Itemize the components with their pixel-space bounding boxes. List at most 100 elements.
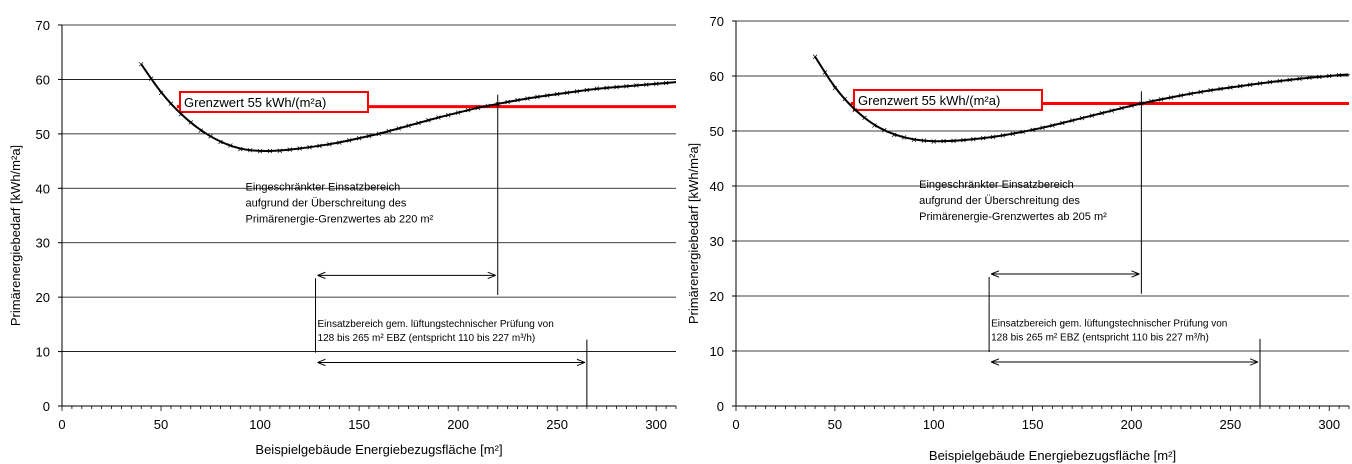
data-point <box>1168 95 1174 100</box>
data-point <box>1010 131 1016 136</box>
data-point <box>901 135 907 140</box>
data-point <box>455 110 461 115</box>
data-point <box>1237 83 1243 89</box>
data-point <box>287 147 293 152</box>
data-point <box>1178 93 1184 98</box>
x-tick-label: 0 <box>732 417 739 432</box>
data-point <box>545 93 550 98</box>
data-point <box>574 89 580 94</box>
data-point <box>376 131 382 137</box>
data-point <box>297 146 302 151</box>
data-point <box>356 135 362 141</box>
data-point <box>1119 105 1124 111</box>
data-point <box>208 134 213 139</box>
data-point <box>238 146 243 152</box>
data-point <box>317 143 322 149</box>
tested-range-text: 128 bis 265 m² EBZ (entspricht 110 bis 2… <box>991 332 1209 343</box>
data-point <box>822 70 828 75</box>
y-axis-title: Primärenergiebedarf [kWh/m²a] <box>686 143 701 324</box>
data-point <box>990 134 996 140</box>
x-axis-title: Beispielgebäude Energiebezugsfläche [m²] <box>929 448 1176 463</box>
data-point <box>564 90 570 96</box>
data-point <box>396 126 401 131</box>
data-point <box>1158 97 1164 102</box>
data-point <box>307 144 312 150</box>
restricted-range-text: Primärenergie-Grenzwertes ab 205 m² <box>919 211 1107 223</box>
data-point <box>644 82 649 87</box>
data-point <box>1307 75 1312 80</box>
tested-range-text: Einsatzbereich gem. lüftungstechnischer … <box>318 319 554 330</box>
x-tick-label: 150 <box>1022 417 1044 432</box>
data-point <box>1208 88 1213 93</box>
data-point <box>1089 113 1095 118</box>
data-point <box>931 139 936 144</box>
data-point <box>366 133 372 139</box>
data-point <box>337 140 342 145</box>
x-axis-title: Beispielgebäude Energiebezugsfläche [m²] <box>255 442 502 457</box>
data-point <box>1336 72 1342 78</box>
data-point <box>515 97 520 103</box>
y-tick-label: 20 <box>36 290 50 305</box>
data-point <box>1099 110 1105 116</box>
y-tick-label: 0 <box>717 399 724 414</box>
y-tick-label: 30 <box>36 236 50 251</box>
data-point <box>198 128 203 133</box>
data-point <box>1109 108 1114 113</box>
chart-1: 0 10 20 30 40 50 60 70 0 50 100 150 200 250 300 Beispie… <box>8 18 677 457</box>
data-point <box>624 83 629 89</box>
x-tick-label: 200 <box>1121 417 1143 432</box>
tested-range-text: 128 bis 265 m² EBZ (entspricht 110 bis 2… <box>318 333 536 344</box>
data-point <box>594 86 600 91</box>
data-point <box>327 141 332 147</box>
y-tick-label: 10 <box>36 345 50 360</box>
data-point <box>614 84 619 90</box>
limit-label: Grenzwert 55 kWh/(m²a) <box>858 93 1000 108</box>
data-point <box>178 112 184 117</box>
data-point <box>1198 89 1203 95</box>
y-tick-label: 60 <box>710 69 724 84</box>
data-point <box>1228 85 1233 90</box>
restricted-range-text: aufgrund der Überschreitung des <box>246 197 407 209</box>
data-point <box>445 112 451 118</box>
x-tick-label: 100 <box>249 417 271 432</box>
data-point <box>346 138 352 143</box>
x-tick-label: 300 <box>1318 417 1340 432</box>
y-tick-label: 20 <box>710 289 724 304</box>
data-point <box>277 148 283 153</box>
data-point <box>961 137 966 143</box>
data-point <box>1000 133 1006 138</box>
data-point <box>188 120 193 125</box>
data-point <box>1079 115 1085 121</box>
data-point <box>247 147 253 153</box>
data-point <box>1060 120 1065 126</box>
x-tick-label: 50 <box>828 417 842 432</box>
data-point <box>436 115 441 120</box>
data-point <box>1188 91 1194 96</box>
data-point <box>228 143 233 148</box>
data-point <box>604 85 609 91</box>
y-tick-label: 70 <box>36 18 50 33</box>
data-point <box>663 80 669 86</box>
data-point <box>1020 129 1025 135</box>
data-point <box>980 135 986 141</box>
data-point <box>1257 81 1263 86</box>
x-tick-label: 150 <box>348 417 370 432</box>
data-point <box>525 96 530 101</box>
data-point <box>882 127 887 133</box>
data-point <box>584 87 590 93</box>
x-tick-label: 0 <box>58 417 65 432</box>
data-point <box>1050 123 1055 128</box>
data-point <box>951 138 956 144</box>
data-point <box>812 54 818 59</box>
data-point <box>426 118 431 123</box>
x-tick-label: 250 <box>1220 417 1242 432</box>
data-point <box>1287 77 1292 83</box>
data-point <box>465 107 471 113</box>
data-point <box>416 120 421 126</box>
chart-2: 0 10 20 30 40 50 60 70 0 50 100 150 200 250 300 Beispie… <box>686 14 1350 463</box>
data-point <box>218 139 223 145</box>
data-point <box>941 138 946 144</box>
data-point <box>1149 99 1154 104</box>
limit-label: Grenzwert 55 kWh/(m²a) <box>184 95 326 110</box>
